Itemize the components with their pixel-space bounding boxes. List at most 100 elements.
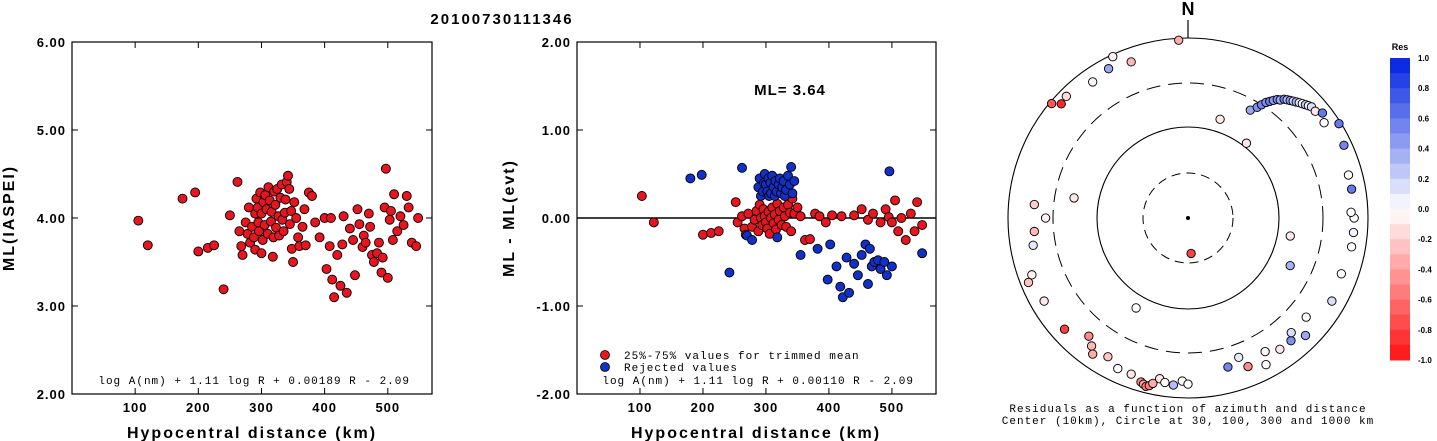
station-marker [1301,312,1311,322]
station-marker [1108,52,1118,62]
rejected-point [825,239,836,250]
station-marker [1261,360,1271,370]
kept-point [890,195,901,206]
station-marker [1039,296,1049,306]
colorbar-swatch [1390,329,1410,346]
kept-point [820,217,831,228]
rejected-point [772,232,783,243]
y-tick-label: 2.00 [37,387,66,402]
data-point [190,187,201,198]
data-point [368,257,379,267]
data-point [267,251,278,262]
caption-line-2: Center (10km), Circle at 30, 100, 300 an… [1002,416,1374,428]
kept-point [805,234,815,245]
kept-point [795,211,806,222]
colorbar-swatch [1390,299,1410,316]
colorbar-swatch [1390,118,1410,134]
data-point [283,170,293,181]
station-marker [1029,226,1039,237]
station-marker [1028,240,1038,250]
station-marker [1346,242,1357,252]
colorbar: Res 1.0 0.8 0.6 0.4 0.2 0.0 -0.2 -0.4 -0.6 -0.8 -1… [1390,42,1432,365]
data-point [218,284,229,295]
formula-text: log A(nm) + 1.11 log R + 0.00189 R - 2.0… [98,376,410,388]
x-tick-label: 400 [817,400,842,415]
data-point [293,232,304,243]
data-points [636,162,928,303]
station-marker [1286,336,1296,346]
station-marker [1113,363,1123,374]
station-marker [1088,77,1098,87]
y-tick-label: -2.00 [536,387,571,402]
data-point [236,241,247,252]
rejected-point [886,261,897,272]
data-point [310,217,321,228]
caption-line-1: Residuals as a function of azimuth and d… [1009,404,1366,416]
x-tick-label: 100 [628,400,653,415]
colorbar-swatches: 1.0 0.8 0.6 0.4 0.2 0.0 -0.2 -0.4 -0.6 -0.8 -1.0 [1390,54,1432,365]
station-marker [1088,349,1098,359]
data-point [332,250,343,260]
panel-residual-vs-distance: -2.00 -1.00 0.00 1.00 2.00 100 200 300 400 500 ML… [501,35,937,441]
data-point [270,199,281,210]
ring-30km [1142,172,1234,264]
data-point [234,226,245,237]
station-marker [1046,98,1057,109]
data-point [297,221,308,232]
data-point [413,213,424,223]
colorbar-tick-label: 0.6 [1418,114,1430,123]
x-tick-label: 400 [312,400,337,415]
rejected-point [685,173,696,184]
station-marker [1040,213,1051,223]
station-marker [1160,377,1170,388]
colorbar-swatch [1390,88,1410,104]
data-point [209,240,220,251]
y-axis-label: ML - ML(evt) [501,159,518,277]
colorbar-tick-label: -0.8 [1418,326,1432,335]
data-point [373,237,384,248]
kept-point [648,217,659,228]
rejected-point [863,279,873,289]
data-point [284,184,295,194]
data-point [344,223,355,234]
station-marker [1346,184,1357,194]
data-point [253,226,264,237]
colorbar-swatch [1390,209,1410,225]
colorbar-swatch [1390,314,1410,331]
data-point [224,210,235,221]
colorbar-tick-label: -1.0 [1418,356,1432,365]
epicenter-dot [1186,216,1190,220]
data-point [392,226,403,237]
station-marker [1241,138,1252,148]
colorbar-swatch [1390,224,1410,240]
data-point [286,206,297,216]
data-point [329,292,340,303]
station-marker [1148,378,1158,389]
rejected-point [917,248,928,259]
data-point [327,274,338,285]
rejected-point [835,281,846,292]
rejected-point [884,166,895,177]
station-marker [1348,227,1359,238]
station-marker [1086,341,1097,351]
station-marker [1234,352,1244,363]
data-point [335,280,346,291]
station-marker [1285,231,1295,241]
colorbar-swatch [1390,344,1410,361]
station-marker [1334,119,1344,129]
station-marker [1061,91,1071,101]
station-marker [1319,118,1329,128]
colorbar-tick-label: -0.2 [1418,235,1432,244]
data-point [337,239,348,250]
data-point [385,206,396,216]
colorbar-tick-label: -0.6 [1418,296,1432,305]
data-point [401,191,412,201]
colorbar-swatch [1390,73,1410,89]
kept-point [868,208,878,219]
axis-ticks: -2.00 -1.00 0.00 1.00 2.00 100 200 300 400 500 [536,35,936,415]
station-marker [1286,327,1296,338]
x-axis-label: Hypocentral distance (km) [127,425,377,441]
colorbar-swatch [1390,148,1410,165]
kept-point [827,210,838,221]
